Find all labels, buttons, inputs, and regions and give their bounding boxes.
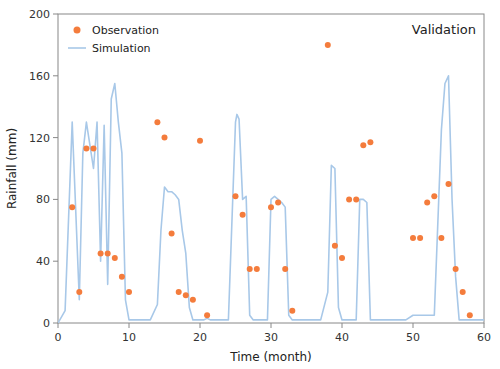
observation-point bbox=[438, 235, 444, 241]
observation-point bbox=[360, 142, 366, 148]
observation-point bbox=[424, 199, 430, 205]
chart: 0 10 20 30 40 50 60 0 40 80 120 160 200 Time (month) R… bbox=[0, 0, 500, 369]
observation-point bbox=[233, 193, 239, 199]
y-tick-label: 0 bbox=[43, 317, 50, 330]
observation-point bbox=[154, 119, 160, 125]
observation-point bbox=[353, 196, 359, 202]
x-tick bbox=[271, 323, 272, 328]
y-axis-label: Rainfall (mm) bbox=[5, 128, 19, 209]
plot-marks bbox=[58, 42, 484, 323]
x-tick bbox=[413, 323, 414, 328]
x-tick-label: 60 bbox=[477, 331, 491, 344]
observation-point bbox=[197, 138, 203, 144]
legend-label: Simulation bbox=[92, 42, 151, 55]
observation-point bbox=[176, 289, 182, 295]
observation-point bbox=[339, 255, 345, 261]
observation-point bbox=[91, 145, 97, 151]
observation-point bbox=[275, 199, 281, 205]
y-tick-label: 120 bbox=[29, 132, 50, 145]
x-tick bbox=[484, 323, 485, 328]
y-tick bbox=[53, 14, 58, 15]
x-tick-label: 30 bbox=[264, 331, 278, 344]
x-tick-label: 50 bbox=[406, 331, 420, 344]
x-tick-label: 20 bbox=[193, 331, 207, 344]
x-tick bbox=[200, 323, 201, 328]
observation-point bbox=[254, 266, 260, 272]
plot-frame bbox=[58, 14, 484, 323]
observation-point bbox=[460, 289, 466, 295]
observation-point bbox=[247, 266, 253, 272]
title: Validation bbox=[412, 22, 476, 37]
x-tick-label: 40 bbox=[335, 331, 349, 344]
y-tick bbox=[53, 199, 58, 200]
x-axis-label: Time (month) bbox=[229, 350, 312, 364]
observation-point bbox=[346, 196, 352, 202]
observation-point bbox=[240, 212, 246, 218]
observation-point bbox=[190, 297, 196, 303]
x-tick-label: 0 bbox=[55, 331, 62, 344]
observation-point bbox=[453, 266, 459, 272]
observation-point bbox=[162, 135, 168, 141]
observation-point bbox=[325, 42, 331, 48]
observation-point bbox=[98, 250, 104, 256]
legend-swatch bbox=[74, 27, 81, 34]
x-tick bbox=[129, 323, 130, 328]
simulation-line bbox=[58, 76, 484, 323]
observation-point bbox=[169, 230, 175, 236]
observation-point bbox=[126, 289, 132, 295]
observation-point bbox=[268, 204, 274, 210]
observation-point bbox=[112, 255, 118, 261]
y-tick bbox=[53, 261, 58, 262]
observation-point bbox=[204, 312, 210, 318]
y-tick-label: 80 bbox=[36, 193, 50, 206]
legend-label: Observation bbox=[92, 24, 159, 37]
y-tick-label: 200 bbox=[29, 8, 50, 21]
observation-point bbox=[446, 181, 452, 187]
y-tick bbox=[53, 75, 58, 76]
x-tick bbox=[58, 323, 59, 328]
observation-point bbox=[410, 235, 416, 241]
x-tick bbox=[342, 323, 343, 328]
observation-point bbox=[332, 243, 338, 249]
observation-point bbox=[83, 145, 89, 151]
observation-point bbox=[282, 266, 288, 272]
observation-point bbox=[431, 193, 437, 199]
legend-swatch bbox=[68, 47, 86, 49]
y-tick bbox=[53, 323, 58, 324]
x-tick-label: 10 bbox=[122, 331, 136, 344]
observation-point bbox=[76, 289, 82, 295]
observation-point bbox=[289, 308, 295, 314]
y-tick-label: 40 bbox=[36, 255, 50, 268]
observation-point bbox=[183, 292, 189, 298]
observation-point bbox=[417, 235, 423, 241]
y-tick-label: 160 bbox=[29, 70, 50, 83]
legend: Observation Simulation bbox=[68, 24, 159, 55]
y-tick bbox=[53, 137, 58, 138]
observation-point bbox=[367, 139, 373, 145]
observation-point bbox=[467, 312, 473, 318]
observation-point bbox=[119, 274, 125, 280]
observation-point bbox=[69, 204, 75, 210]
observation-point bbox=[105, 250, 111, 256]
